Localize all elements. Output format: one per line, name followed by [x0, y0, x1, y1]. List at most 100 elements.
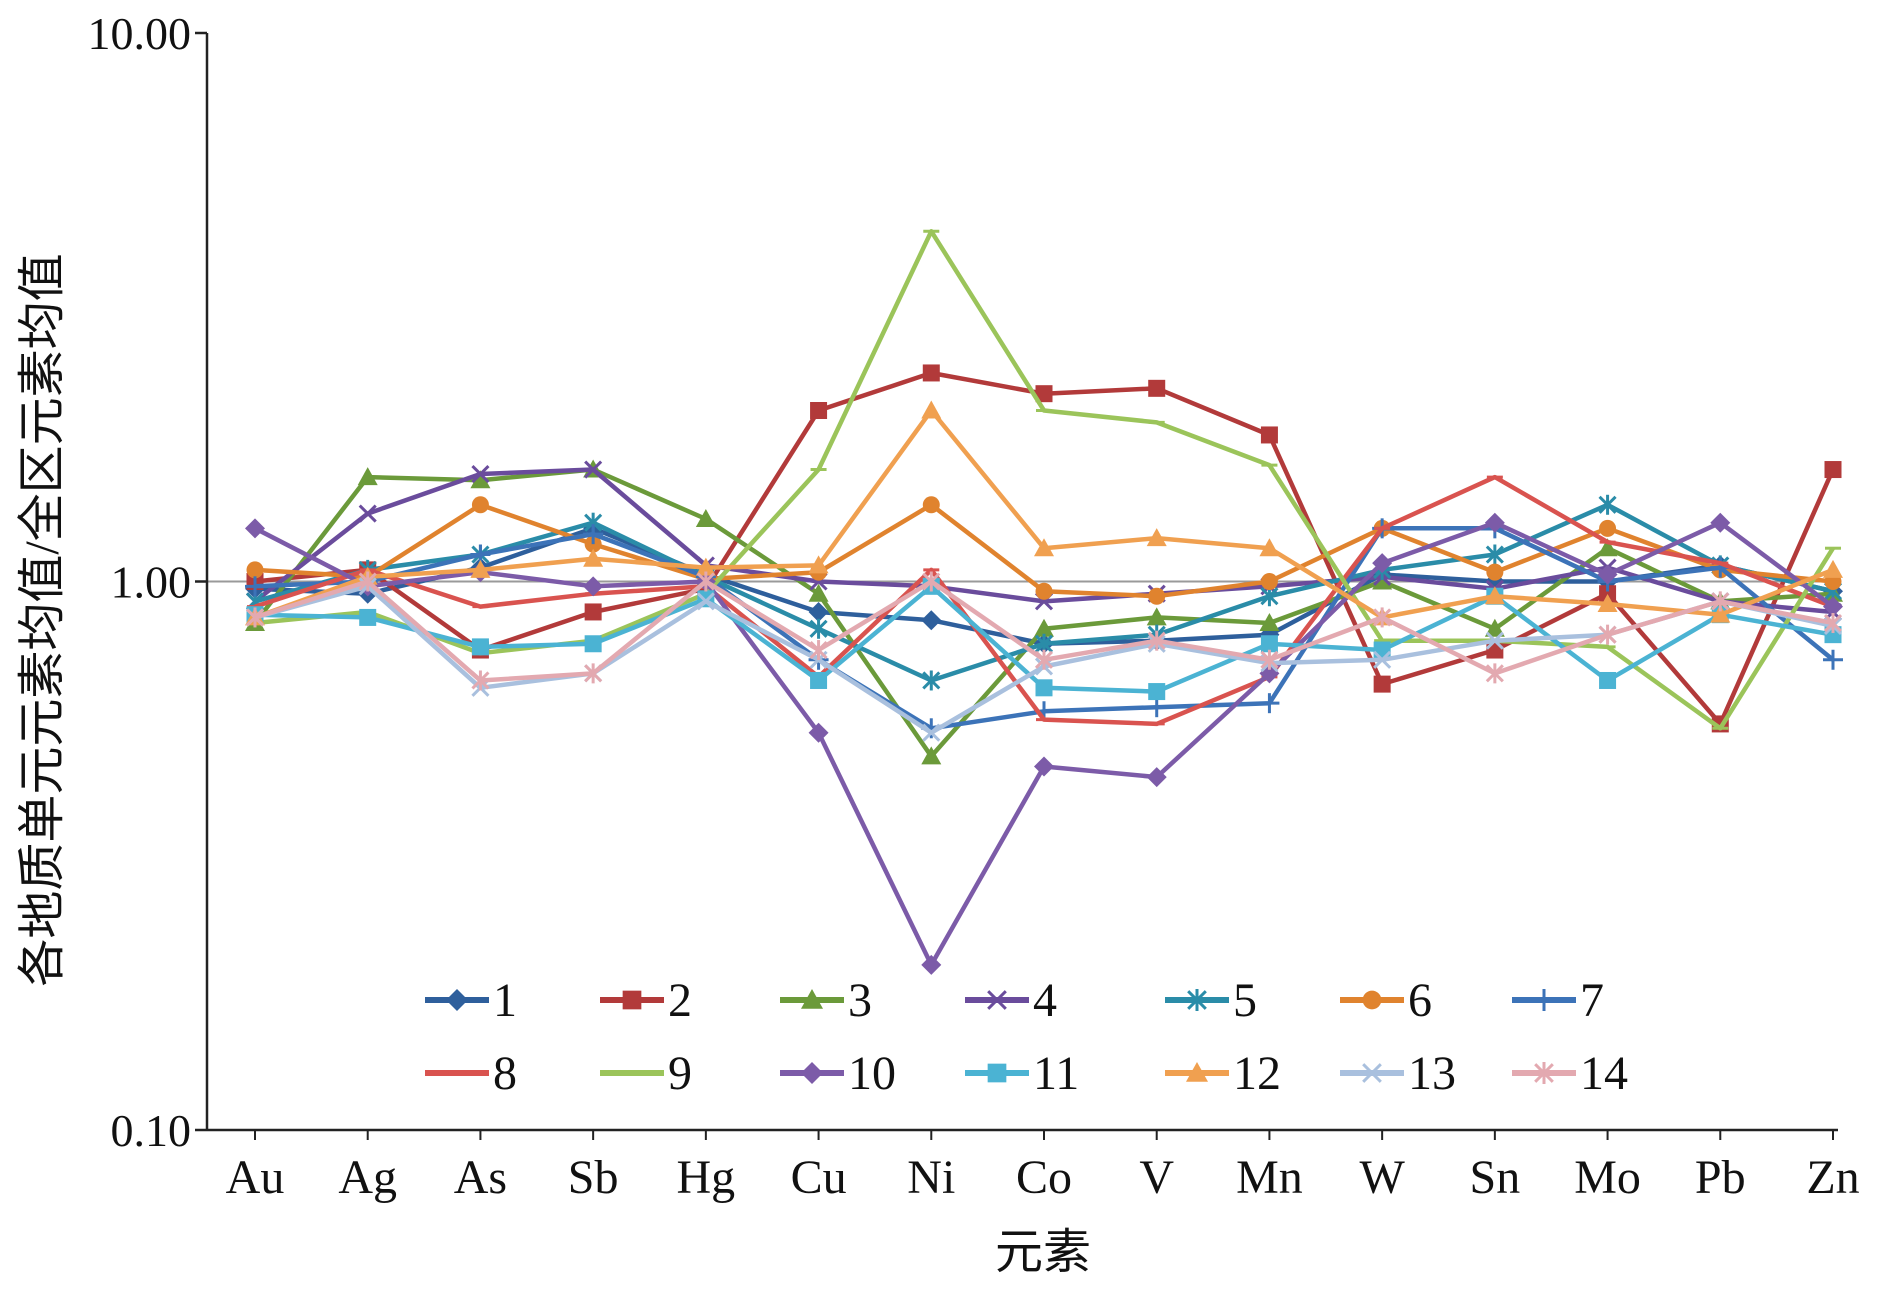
- data-point-13-sn: [1485, 631, 1504, 650]
- data-point-13-hg: [696, 592, 715, 611]
- data-point-14-co: [1034, 649, 1054, 670]
- legend-item-12: 12: [1165, 1047, 1281, 1100]
- legend-label: 8: [493, 1047, 517, 1100]
- data-point-3-w: [1372, 571, 1393, 590]
- data-point-6-ni: [922, 496, 940, 514]
- x-tick-label-ag: Ag: [338, 1151, 397, 1204]
- legend-swatch-marker: [801, 989, 823, 1009]
- legend-swatch-marker: [1187, 989, 1207, 1011]
- data-point-10-au: [245, 518, 265, 539]
- data-point-12-cu: [808, 555, 829, 574]
- data-point-5-sn: [1485, 544, 1504, 565]
- data-point-11-w: [1373, 641, 1391, 659]
- data-point-11-mn: [1260, 635, 1278, 653]
- data-point-14-ag: [358, 571, 377, 592]
- y-tick-label: 0.10: [111, 1105, 192, 1156]
- legend-item-6: 6: [1340, 974, 1432, 1027]
- data-point-13-w: [1373, 650, 1392, 669]
- x-tick-label-pb: Pb: [1695, 1151, 1746, 1204]
- legend-label: 10: [848, 1047, 896, 1100]
- data-point-2-zn: [1824, 461, 1842, 479]
- legend-label: 13: [1408, 1047, 1456, 1100]
- legend-swatch-marker: [1186, 1062, 1208, 1082]
- legend-label: 3: [848, 974, 872, 1027]
- data-point-5-cu: [809, 618, 828, 639]
- data-point-6-au: [246, 561, 264, 579]
- legend-label: 11: [1033, 1047, 1079, 1100]
- data-point-2-sb: [584, 603, 602, 621]
- legend-item-3: 3: [780, 974, 872, 1027]
- data-point-3-mo: [1597, 538, 1618, 557]
- data-point-7-mn: [1259, 693, 1280, 714]
- legend-item-10: 10: [780, 1047, 896, 1100]
- x-tick-label-hg: Hg: [677, 1151, 736, 1204]
- legend-label: 5: [1233, 974, 1257, 1027]
- x-tick-label-as: As: [454, 1151, 507, 1204]
- data-point-11-as: [471, 638, 489, 656]
- data-point-4-sb: [584, 460, 603, 479]
- x-tick-label-w: W: [1359, 1151, 1405, 1204]
- legend-swatch-marker: [987, 1063, 1007, 1083]
- legend-item-1: 1: [425, 974, 517, 1027]
- legend-swatch-marker: [1534, 1062, 1554, 1084]
- data-point-12-sb: [583, 548, 604, 567]
- data-point-7-v: [1146, 697, 1167, 718]
- data-point-3-sn: [1484, 618, 1505, 637]
- data-point-2-cu: [810, 402, 828, 420]
- data-point-5-ni: [922, 670, 941, 691]
- x-tick-label-v: V: [1139, 1151, 1174, 1204]
- x-axis-title: 元素: [995, 1226, 1091, 1279]
- data-point-12-pb: [1710, 604, 1731, 623]
- legend-item-7: 7: [1512, 974, 1604, 1027]
- data-point-7-zn: [1823, 649, 1843, 670]
- data-point-3-as: [470, 470, 491, 489]
- data-point-3-co: [1034, 618, 1054, 637]
- data-point-11-sb: [584, 635, 602, 653]
- legend-label: 6: [1408, 974, 1432, 1027]
- data-point-4-as: [471, 464, 490, 484]
- data-point-3-ni: [921, 746, 942, 765]
- x-tick-label-sb: Sb: [568, 1151, 619, 1204]
- data-point-14-au: [245, 607, 265, 628]
- data-point-10-zn: [1823, 596, 1843, 617]
- data-point-3-cu: [808, 583, 829, 602]
- legend-item-13: 13: [1340, 1047, 1456, 1100]
- x-tick-label-cu: Cu: [791, 1151, 847, 1204]
- data-point-2-w: [1373, 675, 1391, 693]
- legend-swatch-marker: [622, 990, 642, 1010]
- data-point-14-cu: [809, 640, 828, 661]
- data-point-3-mn: [1259, 613, 1280, 632]
- y-axis-title: 各地质单元元素均值/全区元素均值: [16, 253, 69, 986]
- data-point-12-v: [1146, 528, 1167, 547]
- data-point-11-ag: [359, 608, 377, 626]
- data-point-10-cu: [808, 722, 829, 743]
- legend-label: 1: [493, 974, 517, 1027]
- legend-swatch-marker: [1362, 1063, 1382, 1083]
- x-tick-label-zn: Zn: [1806, 1151, 1859, 1204]
- legend-item-9: 9: [600, 1047, 692, 1100]
- y-tick-label: 10.00: [88, 8, 192, 59]
- data-point-10-v: [1146, 767, 1167, 788]
- data-point-6-mo: [1599, 519, 1617, 537]
- x-tick-label-mo: Mo: [1574, 1151, 1641, 1204]
- legend-item-4: 4: [965, 974, 1057, 1027]
- data-point-14-mn: [1260, 649, 1279, 670]
- data-point-10-ni: [921, 954, 942, 975]
- data-point-14-pb: [1711, 591, 1730, 612]
- series-14: [245, 571, 1843, 691]
- data-point-7-sb: [583, 524, 604, 545]
- data-point-3-ag: [357, 467, 378, 486]
- legend-label: 9: [668, 1047, 692, 1100]
- data-point-10-sb: [583, 576, 604, 597]
- data-point-10-pb: [1710, 512, 1731, 533]
- data-point-6-mn: [1260, 573, 1278, 590]
- x-tick-label-mn: Mn: [1236, 1151, 1303, 1204]
- data-point-14-ni: [922, 571, 941, 592]
- data-point-12-sn: [1484, 586, 1505, 605]
- series-10: [245, 512, 1843, 975]
- legend: 1 2 3 4 5 6 78 9 10 11 12 13 14: [425, 974, 1628, 1100]
- legend-item-2: 2: [600, 974, 692, 1027]
- legend-item-11: 11: [965, 1047, 1079, 1100]
- data-point-5-mo: [1598, 494, 1617, 515]
